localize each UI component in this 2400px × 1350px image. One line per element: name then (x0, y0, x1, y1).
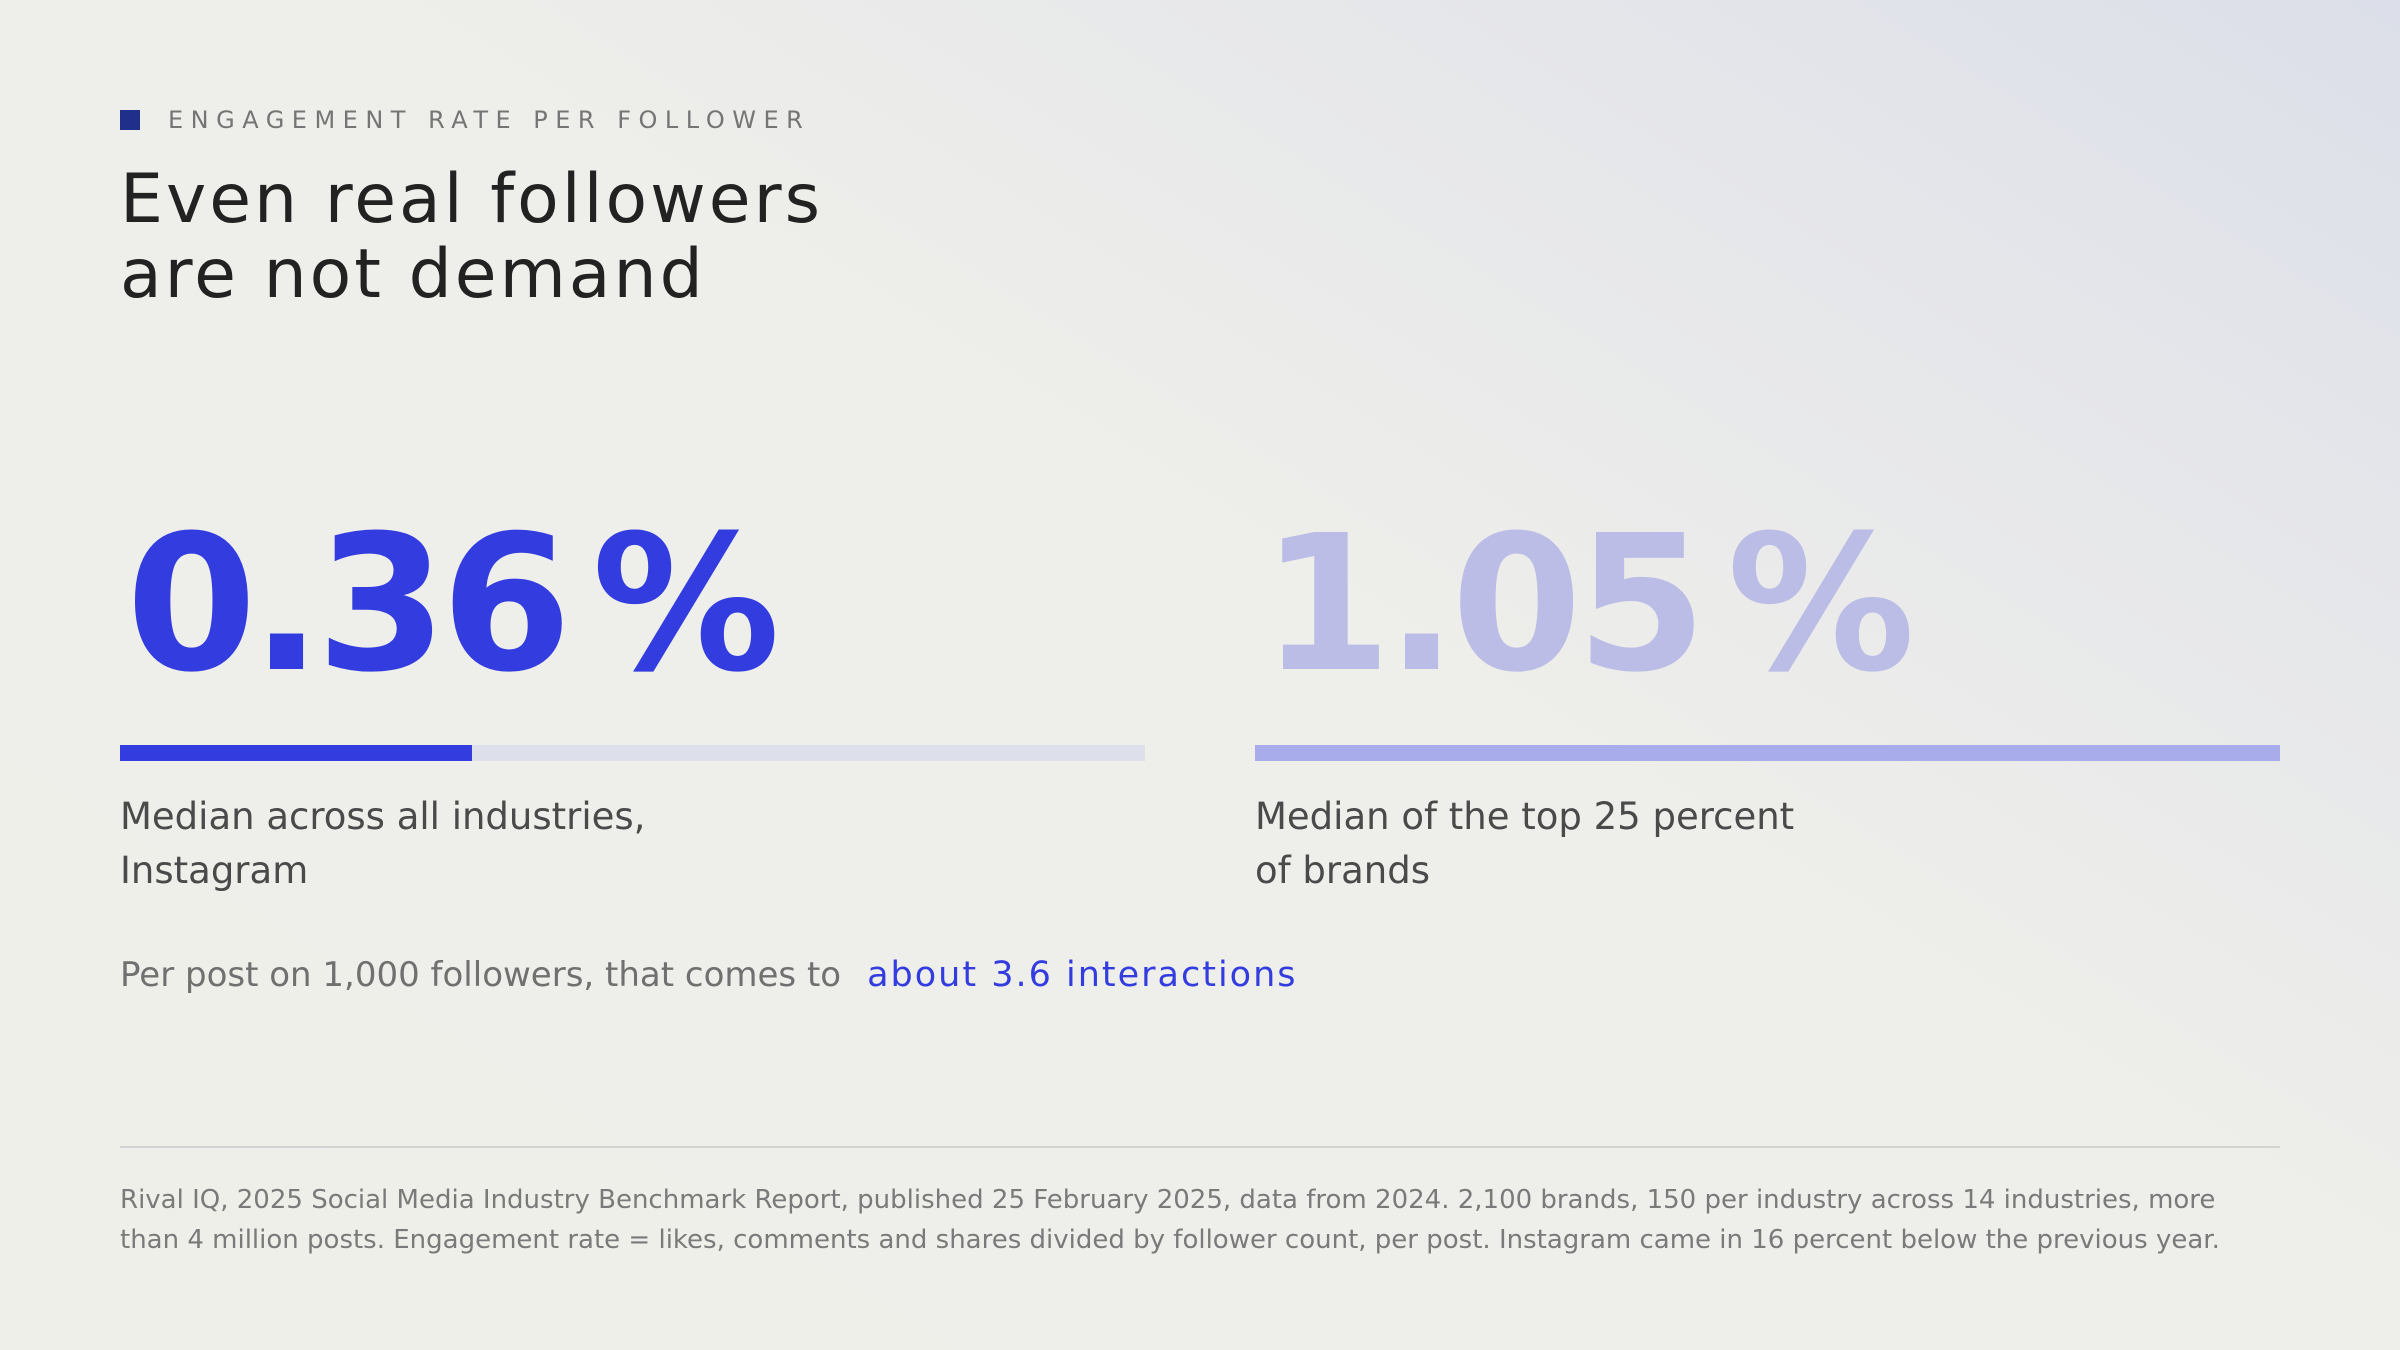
note-highlight: about 3.6 interactions (867, 955, 1298, 995)
caption-line-1: Median of the top 25 percent (1255, 795, 1795, 838)
title-line-1: Even real followers (120, 160, 823, 239)
source-footnote: Rival IQ, 2025 Social Media Industry Ben… (120, 1185, 2220, 1255)
eyebrow: ENGAGEMENT RATE PER FOLLOWER (120, 106, 810, 134)
progress-bar (1255, 745, 2280, 761)
stat-caption: Median of the top 25 percent of brands (1255, 790, 1955, 898)
page-title: Even real followers are not demand (120, 162, 823, 312)
caption-line-2: Instagram (120, 849, 309, 892)
note-lead: Per post on 1,000 followers, that comes … (120, 955, 842, 995)
divider (120, 1146, 2280, 1148)
stat-number: 1.05 (1261, 495, 1707, 714)
progress-bar-fill (120, 745, 472, 761)
accent-square (120, 110, 140, 130)
stat-unit: % (1726, 495, 1916, 714)
caption-line-1: Median across all industries, (120, 795, 646, 838)
caption-line-2: of brands (1255, 849, 1431, 892)
stat-value: 1.05% (1261, 505, 1915, 705)
title-line-2: are not demand (120, 235, 706, 314)
stat-number: 0.36 (126, 495, 572, 714)
progress-bar-fill (1255, 745, 2280, 761)
stat-value: 0.36% (126, 505, 780, 705)
stat-unit: % (591, 495, 781, 714)
interaction-note: Per post on 1,000 followers, that comes … (120, 955, 1298, 995)
eyebrow-label: ENGAGEMENT RATE PER FOLLOWER (168, 106, 811, 134)
progress-bar (120, 745, 1145, 761)
stat-caption: Median across all industries, Instagram (120, 790, 820, 898)
